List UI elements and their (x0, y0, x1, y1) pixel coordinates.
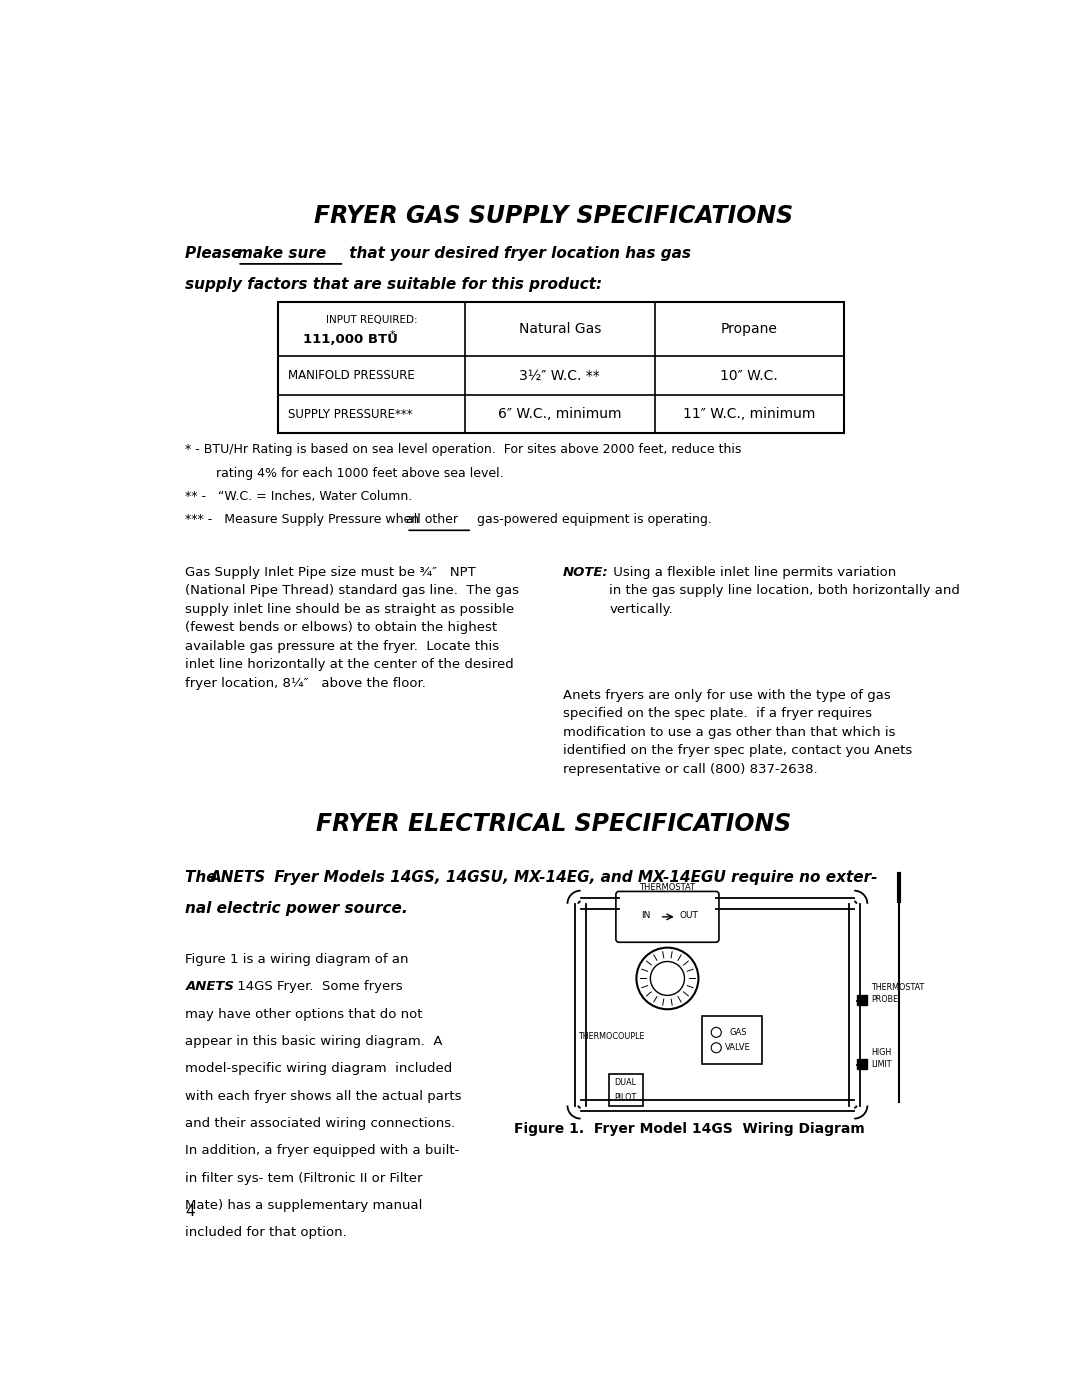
Text: HIGH
LIMIT: HIGH LIMIT (872, 1048, 892, 1069)
Text: model-specific wiring diagram  included: model-specific wiring diagram included (186, 1062, 453, 1076)
Text: Fryer Models 14GS, 14GSU, MX-14EG, and MX-14EGU require no exter-: Fryer Models 14GS, 14GSU, MX-14EG, and M… (269, 870, 878, 884)
Circle shape (650, 961, 685, 996)
Text: 10″ W.C.: 10″ W.C. (720, 369, 779, 383)
Bar (858, 1059, 867, 1069)
Bar (858, 996, 867, 1006)
Text: Mate) has a supplementary manual: Mate) has a supplementary manual (186, 1199, 422, 1213)
Text: SUPPLY PRESSURE***: SUPPLY PRESSURE*** (287, 408, 413, 420)
Text: 4: 4 (186, 1204, 195, 1218)
Text: 111,000 BTU: 111,000 BTU (302, 332, 397, 346)
Text: included for that option.: included for that option. (186, 1227, 347, 1239)
Text: 11″ W.C., minimum: 11″ W.C., minimum (684, 407, 815, 420)
Text: *: * (390, 330, 395, 339)
FancyBboxPatch shape (616, 891, 719, 942)
Circle shape (636, 947, 699, 1009)
Text: DUAL: DUAL (615, 1078, 636, 1087)
Text: rating 4% for each 1000 feet above sea level.: rating 4% for each 1000 feet above sea l… (216, 467, 504, 481)
Text: Using a flexible inlet line permits variation
in the gas supply line location, b: Using a flexible inlet line permits vari… (609, 566, 960, 616)
Text: Propane: Propane (721, 323, 778, 337)
Text: THERMOSTAT: THERMOSTAT (639, 883, 696, 891)
Text: may have other options that do not: may have other options that do not (186, 1007, 423, 1021)
Text: and their associated wiring connections.: and their associated wiring connections. (186, 1118, 456, 1130)
Text: Natural Gas: Natural Gas (518, 323, 602, 337)
Text: ANETS: ANETS (211, 870, 267, 884)
Text: GAS: GAS (729, 1028, 746, 1037)
Text: supply factors that are suitable for this product:: supply factors that are suitable for thi… (186, 277, 603, 292)
Circle shape (712, 1042, 721, 1053)
Text: nal electric power source.: nal electric power source. (186, 901, 408, 915)
Text: THERMOSTAT
PROBE: THERMOSTAT PROBE (872, 983, 924, 1004)
Text: 6″ W.C., minimum: 6″ W.C., minimum (498, 407, 622, 420)
Text: Gas Supply Inlet Pipe size must be ¾″   NPT
(National Pipe Thread) standard gas : Gas Supply Inlet Pipe size must be ¾″ NP… (186, 566, 519, 690)
Text: ANETS: ANETS (186, 981, 234, 993)
Text: Anets fryers are only for use with the type of gas
specified on the spec plate. : Anets fryers are only for use with the t… (563, 689, 912, 775)
Text: PILOT: PILOT (615, 1094, 637, 1102)
Text: MANIFOLD PRESSURE: MANIFOLD PRESSURE (287, 369, 415, 381)
Text: make sure: make sure (238, 246, 326, 261)
Text: Figure 1.  Fryer Model 14GS  Wiring Diagram: Figure 1. Fryer Model 14GS Wiring Diagra… (514, 1122, 864, 1136)
Text: NOTE:: NOTE: (563, 566, 608, 578)
Text: The: The (186, 870, 222, 884)
Text: FRYER GAS SUPPLY SPECIFICATIONS: FRYER GAS SUPPLY SPECIFICATIONS (314, 204, 793, 228)
Text: INPUT REQUIRED:: INPUT REQUIRED: (326, 316, 418, 326)
Text: that your desired fryer location has gas: that your desired fryer location has gas (345, 246, 691, 261)
Circle shape (712, 1027, 721, 1038)
Text: ** -   “W.C. = Inches, Water Column.: ** - “W.C. = Inches, Water Column. (186, 490, 413, 503)
Bar (279, 302, 845, 433)
Text: OUT: OUT (679, 911, 699, 919)
Text: VALVE: VALVE (725, 1044, 751, 1052)
Text: 3½″ W.C. **: 3½″ W.C. ** (519, 369, 600, 383)
Text: FRYER ELECTRICAL SPECIFICATIONS: FRYER ELECTRICAL SPECIFICATIONS (315, 812, 792, 837)
Text: all other: all other (406, 513, 458, 527)
Bar (702, 1016, 762, 1065)
Text: In addition, a fryer equipped with a built-: In addition, a fryer equipped with a bui… (186, 1144, 460, 1157)
Text: 14GS Fryer.  Some fryers: 14GS Fryer. Some fryers (233, 981, 403, 993)
Text: appear in this basic wiring diagram.  A: appear in this basic wiring diagram. A (186, 1035, 443, 1048)
Text: *** -   Measure Supply Pressure when: *** - Measure Supply Pressure when (186, 513, 423, 527)
Bar (608, 1074, 643, 1106)
Text: gas-powered equipment is operating.: gas-powered equipment is operating. (473, 513, 712, 527)
Text: THERMOCOUPLE: THERMOCOUPLE (579, 1032, 645, 1042)
Text: Please: Please (186, 246, 247, 261)
Text: IN: IN (642, 911, 650, 919)
Text: with each fryer shows all the actual parts: with each fryer shows all the actual par… (186, 1090, 462, 1102)
Text: Figure 1 is a wiring diagram of an: Figure 1 is a wiring diagram of an (186, 953, 409, 967)
Text: * - BTU/Hr Rating is based on sea level operation.  For sites above 2000 feet, r: * - BTU/Hr Rating is based on sea level … (186, 443, 742, 455)
Text: in filter sys- tem (Filtronic II or Filter: in filter sys- tem (Filtronic II or Filt… (186, 1172, 423, 1185)
